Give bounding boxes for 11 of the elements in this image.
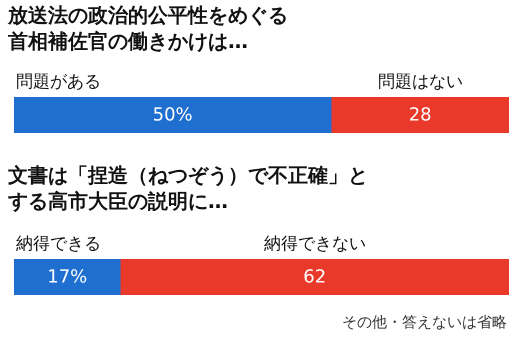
chart-title: 文書は「捏造（ねつぞう）で不正確」とする高市大臣の説明に… bbox=[8, 162, 369, 214]
data-label: 50% bbox=[152, 104, 193, 126]
data-label: 28 bbox=[408, 104, 432, 126]
series-label: 納得できない bbox=[264, 234, 366, 254]
data-label: 17% bbox=[47, 266, 88, 288]
chart-title: 放送法の政治的公平性をめぐる首相補佐官の働きかけは… bbox=[8, 2, 289, 54]
series-label: 問題はない bbox=[378, 72, 463, 92]
series-label: 納得できる bbox=[16, 234, 101, 254]
data-label: 62 bbox=[303, 266, 326, 288]
text: その他・答えないは省略 bbox=[342, 313, 507, 331]
series-label: 問題がある bbox=[16, 72, 101, 92]
